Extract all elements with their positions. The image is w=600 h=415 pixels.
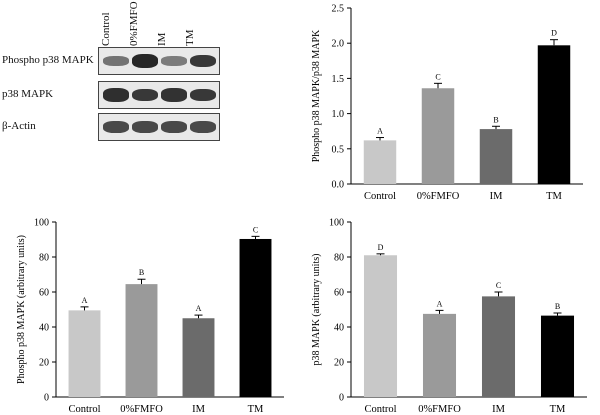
lane-label-tm: TM	[184, 29, 196, 47]
x-tick-label: 0%FMFO	[418, 404, 461, 415]
x-tick-label: TM	[248, 404, 264, 415]
chart-phospho-ratio: 0.0 0.5 1.0 1.5 2.0 2.5 Phospho p38 MAPK/p38 M…	[311, 4, 583, 202]
x-tick-label: 0%FMFO	[120, 404, 163, 415]
y-tick-label: 0.5	[332, 144, 345, 155]
lane-label-im: IM	[156, 32, 168, 46]
x-tick-label: Control	[68, 404, 100, 415]
y-tick-label: 0.0	[332, 180, 345, 191]
y-tick-label: 60	[334, 288, 344, 299]
y-tick-label: 2.5	[332, 4, 345, 15]
y-tick-label: 1.5	[332, 74, 345, 85]
lane-label-0fmfo: 0%FMFO	[128, 1, 140, 46]
x-tick-label: TM	[550, 404, 566, 415]
y-tick-label: 20	[39, 358, 49, 369]
significance-letter: B	[555, 302, 560, 311]
y-tick-label: 40	[39, 323, 49, 334]
significance-letter: D	[378, 243, 384, 252]
blot-strip-p38	[98, 81, 220, 109]
significance-letter: B	[139, 268, 144, 277]
y-tick-label: 100	[34, 218, 49, 229]
chart-p38-arbitrary: 0 20 40 60 80 100 p38 MAPK (arbitrary units) D C…	[311, 218, 587, 415]
western-blot-panel: Control 0%FMFO IM TM Phospho p38 MAPK p3…	[0, 0, 260, 141]
bar-tm	[239, 238, 272, 397]
bar-0fmfo	[125, 284, 158, 397]
significance-letter: A	[82, 296, 88, 305]
significance-letter: C	[435, 72, 440, 81]
blot-band	[190, 54, 216, 68]
blot-strip-beta-actin	[98, 113, 220, 141]
bar-im	[182, 318, 215, 397]
bar-0fmfo	[421, 88, 455, 184]
bar-0fmfo	[422, 313, 457, 397]
significance-letter: C	[253, 225, 258, 234]
blot-band	[161, 121, 187, 133]
lane-label-control: Control	[100, 12, 112, 46]
significance-letter: A	[437, 299, 443, 308]
blot-band	[132, 121, 158, 133]
blot-row-label-phospho-p38: Phospho p38 MAPK	[2, 54, 94, 66]
bar-control	[68, 310, 101, 397]
bar-control	[363, 140, 397, 184]
blot-band	[103, 56, 129, 66]
significance-letter: D	[551, 29, 557, 38]
y-tick-label: 20	[334, 358, 344, 369]
significance-letter: A	[377, 127, 383, 136]
y-tick-label: 100	[329, 218, 344, 229]
x-tick-label: IM	[490, 191, 503, 202]
blot-band	[103, 121, 129, 133]
x-tick-label: 0%FMFO	[417, 191, 460, 202]
significance-letter: B	[493, 115, 498, 124]
blot-band	[132, 88, 158, 102]
bar-im	[481, 296, 516, 397]
y-axis-label: Phospho p38 MAPK/p38 MAPK	[311, 29, 322, 162]
bar-control	[363, 255, 398, 397]
blot-strip-phospho-p38	[98, 47, 220, 75]
significance-letter: A	[196, 304, 202, 313]
bar-tm	[537, 45, 571, 185]
blot-band	[103, 88, 129, 102]
significance-letter: C	[496, 281, 501, 290]
x-tick-label: IM	[492, 404, 505, 415]
y-axis-label: Phospho p38 MAPK (arbitrary units)	[16, 235, 27, 384]
y-tick-label: 2.0	[332, 39, 345, 50]
blot-band	[161, 56, 187, 66]
y-tick-label: 0	[44, 393, 49, 404]
blot-band	[190, 121, 216, 133]
bar-tm	[540, 315, 575, 397]
blot-row-label-beta-actin: β-Actin	[2, 120, 36, 132]
y-tick-label: 40	[334, 323, 344, 334]
y-tick-label: 80	[334, 253, 344, 264]
x-tick-label: Control	[364, 191, 396, 202]
blot-band	[132, 54, 158, 68]
y-tick-label: 80	[39, 253, 49, 264]
x-tick-label: TM	[546, 191, 562, 202]
y-tick-label: 0	[339, 393, 344, 404]
y-axis-label: p38 MAPK (arbitrary units)	[311, 254, 322, 366]
y-tick-label: 1.0	[332, 109, 345, 120]
blot-band	[190, 88, 216, 102]
bar-im	[479, 129, 513, 184]
blot-band	[161, 88, 187, 102]
blot-row-label-p38: p38 MAPK	[2, 88, 54, 100]
y-tick-label: 60	[39, 288, 49, 299]
x-tick-label: IM	[192, 404, 205, 415]
chart-phospho-arbitrary: 0 20 40 60 80 100 Phospho p38 MAPK (arbitrary …	[16, 218, 284, 415]
x-tick-label: Control	[364, 404, 396, 415]
